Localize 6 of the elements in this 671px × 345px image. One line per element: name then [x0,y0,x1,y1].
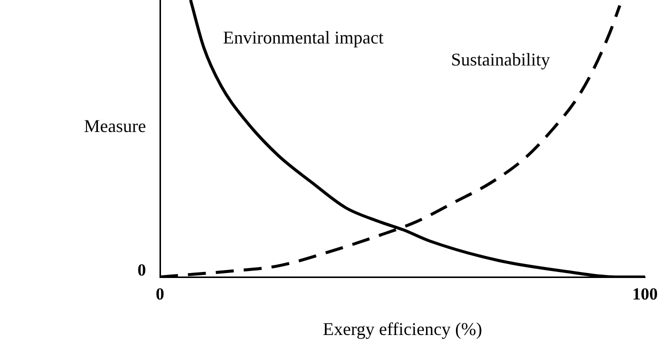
text: Sustainability [451,50,550,70]
x-tick-label: 100 [632,284,658,304]
text: 0 [138,260,146,280]
y-axis-title: Measure [84,116,146,136]
x-axis-title: Exergy efficiency (%) [322,318,482,339]
series-label: Environmental impact [223,28,384,48]
